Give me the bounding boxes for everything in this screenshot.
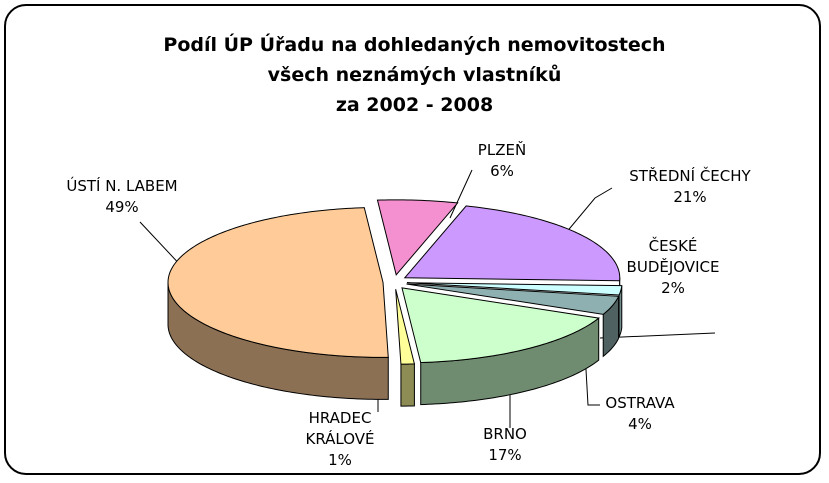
value-label: 1% <box>328 451 352 469</box>
data-label: PLZEŇ 6% <box>442 140 562 182</box>
category-label: HRADEC KRÁLOVÉ <box>305 409 375 448</box>
slice <box>167 207 389 400</box>
category-label: ČESKÉ BUDĚJOVICE <box>626 237 720 276</box>
category-label: BRNO <box>483 425 527 443</box>
leader-line <box>559 187 613 241</box>
slice-top <box>376 199 459 276</box>
value-label: 49% <box>105 198 139 216</box>
value-label: 6% <box>490 162 514 180</box>
slice-top <box>167 207 389 358</box>
value-label: 2% <box>661 279 685 297</box>
category-label: OSTRAVA <box>605 394 675 412</box>
leader-line <box>449 169 473 219</box>
category-label: STŘEDNÍ ČECHY <box>629 167 751 185</box>
value-label: 17% <box>488 446 522 464</box>
category-label: PLZEŇ <box>477 141 527 159</box>
slice <box>406 283 620 358</box>
slice <box>401 287 600 406</box>
category-label: ÚSTÍ N. LABEM <box>66 177 178 195</box>
data-label: ÚSTÍ N. LABEM 49% <box>22 176 222 218</box>
data-label: ČESKÉ BUDĚJOVICE 2% <box>613 236 733 299</box>
value-label: 4% <box>628 415 652 433</box>
data-label: STŘEDNÍ ČECHY 21% <box>590 166 790 208</box>
slice <box>376 199 459 276</box>
slice-top <box>403 205 621 282</box>
slice-top <box>401 287 600 364</box>
leader-line <box>584 351 600 406</box>
data-label: HRADEC KRÁLOVÉ 1% <box>285 408 395 471</box>
data-label: OSTRAVA 4% <box>580 393 700 435</box>
chart-title: Podíl ÚP Úřadu na dohledaných nemovitost… <box>163 34 666 116</box>
slice-side <box>400 363 415 407</box>
slice <box>406 282 623 338</box>
chart-frame <box>4 4 821 475</box>
data-label: BRNO 17% <box>445 424 565 466</box>
slice <box>395 289 416 407</box>
value-label: 21% <box>673 188 707 206</box>
slice-top <box>395 289 416 365</box>
slice-top <box>406 282 623 296</box>
leader-line <box>599 332 716 339</box>
slice-top <box>406 283 620 315</box>
